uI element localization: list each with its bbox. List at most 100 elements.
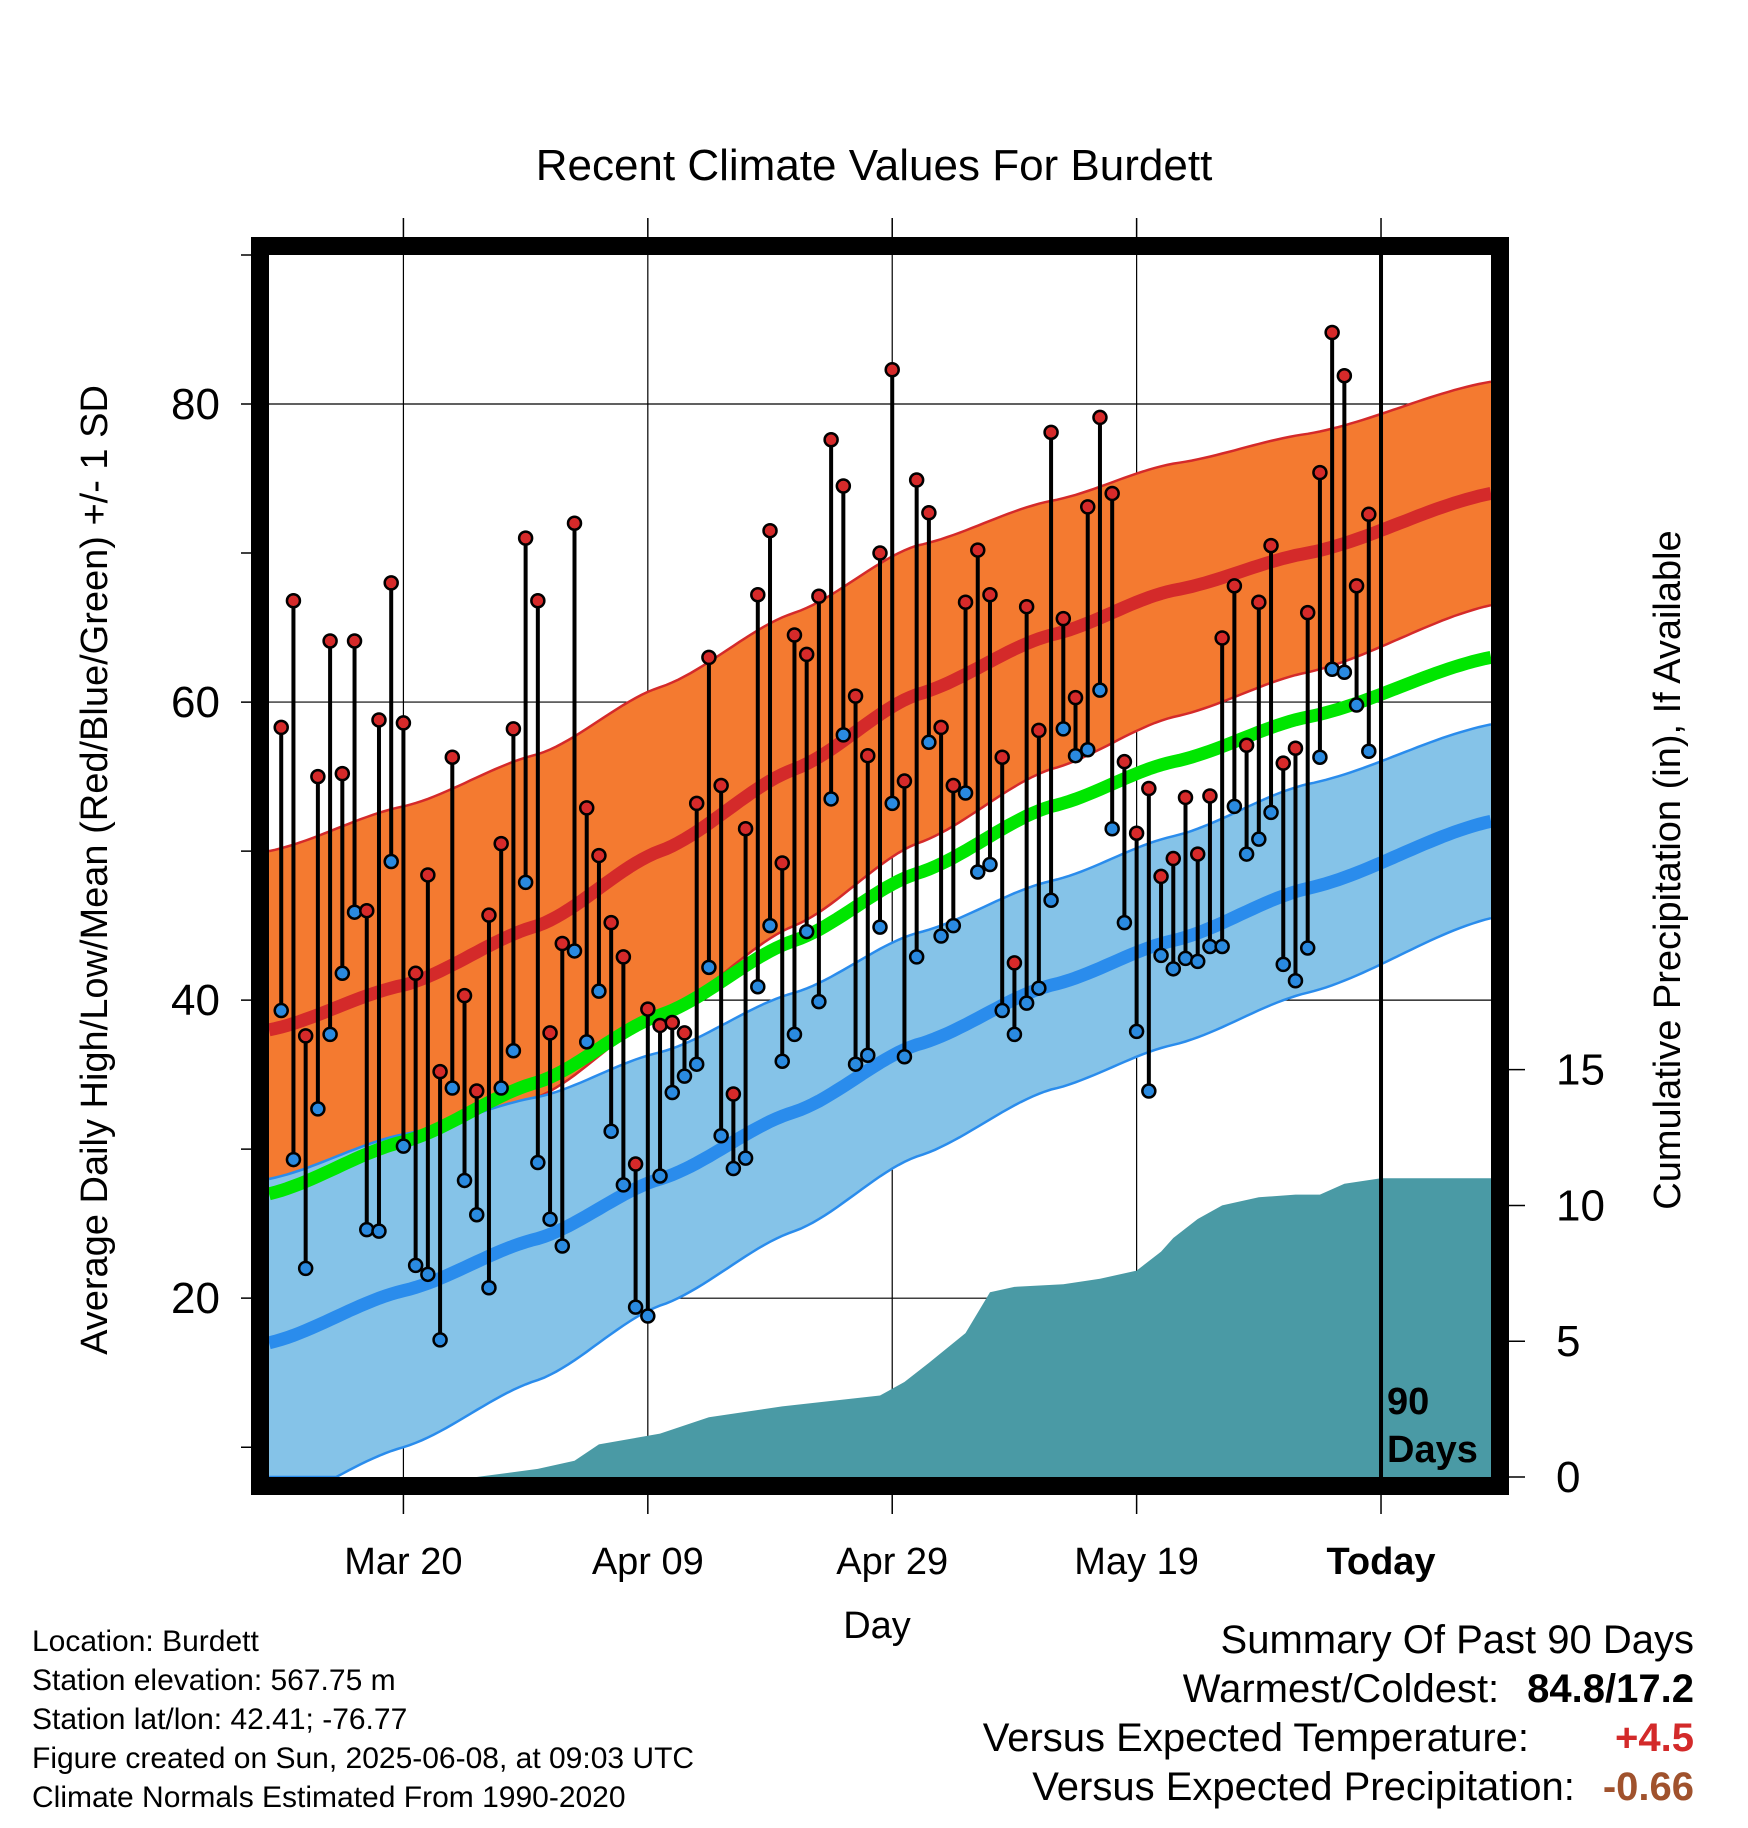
temp-row: Versus Expected Temperature: +4.5 — [983, 1714, 1694, 1763]
low-point — [1165, 961, 1182, 977]
y-tick-label-right: 0 — [1556, 1453, 1580, 1502]
days-label: 90 Days — [1387, 1381, 1478, 1471]
low-point — [713, 1127, 729, 1144]
plot-frame — [251, 237, 1509, 1495]
low-point — [530, 1154, 546, 1171]
high-point — [359, 902, 375, 919]
low-point — [591, 983, 607, 999]
warmest-coldest-row: Warmest/Coldest: 84.8/17.2 — [983, 1665, 1694, 1714]
low-point — [750, 978, 766, 995]
low-point — [603, 1123, 619, 1140]
low-point — [1348, 697, 1365, 713]
low-point — [1018, 995, 1035, 1011]
high-point — [1251, 594, 1267, 610]
precip-row: Versus Expected Precipitation: -0.66 — [983, 1763, 1694, 1812]
low-point — [762, 917, 778, 934]
low-point — [957, 785, 974, 801]
high-point — [468, 1083, 485, 1099]
y-tick-label: 80 — [171, 380, 220, 429]
low-point — [1079, 742, 1096, 758]
high-point — [872, 545, 888, 561]
normals-text: Climate Normals Estimated From 1990-2020 — [32, 1781, 626, 1814]
x-tick-label: Mar 20 — [344, 1541, 462, 1583]
high-point — [432, 1063, 448, 1080]
high-point — [786, 627, 803, 643]
low-point — [701, 959, 717, 976]
low-point — [1031, 980, 1047, 996]
high-point — [395, 715, 412, 731]
high-point — [456, 987, 473, 1004]
low-point — [493, 1080, 509, 1096]
low-point — [420, 1266, 436, 1283]
high-point — [1006, 955, 1023, 971]
low-point — [615, 1177, 632, 1193]
daily-marks — [273, 324, 1377, 1348]
low-point — [652, 1168, 668, 1184]
low-point — [505, 1043, 522, 1059]
low-point — [921, 734, 937, 751]
high-point — [1299, 604, 1316, 621]
high-point — [652, 1017, 668, 1034]
low-point — [945, 917, 962, 934]
high-point — [1312, 464, 1328, 481]
low-point — [896, 1049, 913, 1065]
low-point — [285, 1151, 302, 1168]
high-point — [1189, 846, 1206, 862]
low-point — [383, 853, 399, 870]
low-point — [566, 943, 583, 959]
high-point — [334, 765, 351, 782]
low-point — [1312, 749, 1328, 765]
y-axis-label: Average Daily High/Low/Mean (Red/Blue/Gr… — [74, 385, 116, 1355]
high-point — [1104, 485, 1120, 502]
high-point — [493, 835, 509, 852]
low-point — [908, 949, 925, 965]
low-point — [994, 1002, 1010, 1019]
high-point — [285, 592, 302, 609]
low-point — [1299, 940, 1316, 956]
precip-area — [281, 1178, 1492, 1477]
high-point — [1079, 499, 1096, 515]
high-point — [688, 795, 705, 812]
precip-value: -0.66 — [1602, 1765, 1694, 1809]
high-point — [1177, 789, 1194, 806]
precip-area-group — [281, 1178, 1492, 1477]
low-point — [481, 1279, 497, 1296]
low-point — [1361, 743, 1377, 760]
high-point — [933, 719, 949, 736]
high-point — [640, 1001, 656, 1017]
low-point — [970, 864, 986, 880]
high-point — [982, 587, 998, 603]
low-point — [688, 1056, 705, 1072]
low-point — [774, 1053, 790, 1069]
high-point — [921, 505, 937, 521]
low-point — [860, 1047, 876, 1064]
warmest-coldest-value: 84.8/17.2 — [1527, 1667, 1694, 1711]
high-point — [1202, 788, 1218, 804]
normal-low-line — [267, 814, 1493, 1350]
low-point — [1104, 820, 1120, 837]
high-point — [823, 432, 839, 448]
high-point — [420, 867, 436, 883]
high-point — [371, 712, 387, 728]
low-point — [346, 904, 363, 920]
low-point — [725, 1160, 742, 1177]
low-point — [1153, 947, 1169, 964]
low-point — [786, 1026, 803, 1043]
high-point — [664, 1014, 681, 1031]
high-point — [725, 1086, 742, 1102]
low-point — [1055, 721, 1072, 737]
high-point — [737, 820, 754, 837]
low-point — [456, 1172, 473, 1189]
precip-label: Versus Expected Precipitation: — [1032, 1765, 1575, 1809]
high-point — [346, 633, 363, 649]
high-point — [1238, 737, 1255, 754]
high-point — [1153, 868, 1169, 885]
low-point — [1092, 682, 1108, 698]
high-point — [1361, 506, 1377, 523]
low-point — [627, 1299, 644, 1315]
low-point — [310, 1101, 326, 1117]
low-point — [322, 1026, 338, 1043]
low-point — [1116, 914, 1133, 931]
low-point — [371, 1223, 387, 1239]
y-tick-label: 60 — [171, 678, 220, 727]
